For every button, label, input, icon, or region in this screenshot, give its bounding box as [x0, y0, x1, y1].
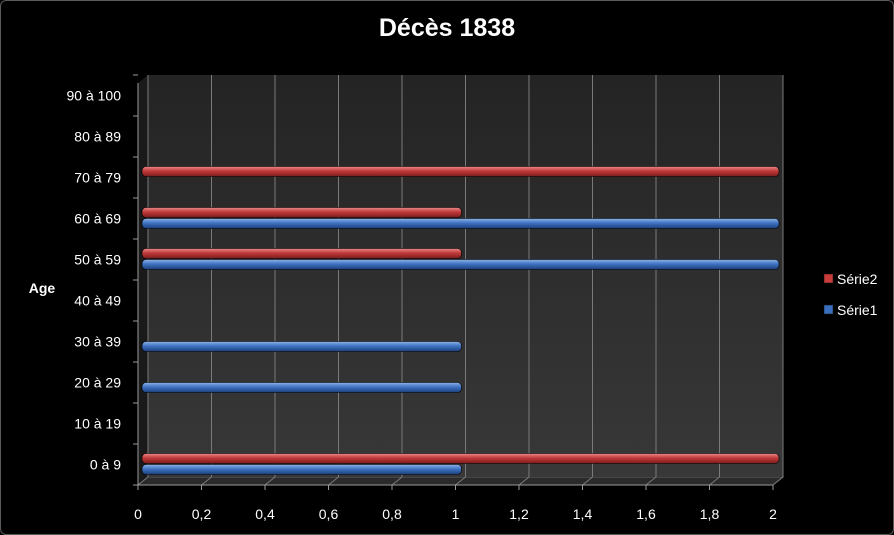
floor-gridline: [455, 476, 466, 486]
floor-gridline: [201, 476, 212, 486]
floor-gridline: [264, 476, 276, 486]
bar-srie1-3: [141, 341, 462, 352]
tick-labels: 0 0,2 0,4 0,6 0,8 1 1,2 1,4 1,6 1,8 2 0 à 9 10 à 19 2…: [67, 88, 778, 523]
legend-swatch: [823, 304, 834, 315]
y-category-label: 90 à 100: [67, 88, 122, 104]
y-category-label: 20 à 29: [74, 375, 121, 391]
x-tick-label: 0,2: [192, 506, 212, 522]
x-tick-label: 2: [769, 506, 777, 522]
x-tick-label: 1,2: [509, 506, 529, 522]
x-tick-label: 1: [452, 506, 460, 522]
gridlines: [137, 75, 784, 486]
chart-title: Décès 1838: [378, 14, 516, 42]
bars: [141, 166, 780, 475]
y-category-label: 70 à 79: [74, 170, 121, 186]
bar-srie2-5: [141, 248, 462, 259]
floor-gridline: [391, 476, 403, 486]
floor-gridline: [137, 476, 149, 486]
axes: [133, 74, 774, 490]
bar-srie2-7: [141, 166, 780, 177]
floor-gridline: [772, 476, 784, 486]
y-category-label: 60 à 69: [74, 211, 121, 227]
floor-gridline: [328, 476, 339, 486]
x-tick-label: 1,6: [636, 506, 656, 522]
floor-gridline: [582, 476, 593, 486]
x-tick-label: 0,4: [255, 506, 275, 522]
floor-gridline: [518, 476, 530, 486]
chart-wall: [138, 75, 783, 485]
x-tick-label: 1,8: [700, 506, 720, 522]
bar-srie1-5: [141, 259, 780, 270]
y-category-label: 50 à 59: [74, 252, 121, 268]
x-tick-label: 0: [134, 506, 142, 522]
legend-label: Série2: [837, 271, 878, 287]
y-axis-label: Age: [29, 280, 56, 296]
side-wall: [138, 75, 148, 485]
x-tick-label: 1,4: [573, 506, 593, 522]
bar-srie1-2: [141, 382, 462, 393]
y-category-label: 40 à 49: [74, 293, 121, 309]
legend-label: Série1: [837, 302, 878, 318]
y-category-label: 30 à 39: [74, 334, 121, 350]
x-tick-label: 0,8: [382, 506, 402, 522]
y-category-label: 0 à 9: [90, 457, 121, 473]
floor-gridline: [645, 476, 657, 486]
floor-gridline: [709, 476, 720, 486]
bar-srie1-6: [141, 218, 780, 229]
x-tick-label: 0,6: [319, 506, 339, 522]
legend-swatch: [823, 273, 834, 284]
legend: Série2 Série1: [823, 271, 878, 318]
bar-srie2-0: [141, 453, 780, 464]
bar-srie2-6: [141, 207, 462, 218]
y-category-label: 10 à 19: [74, 416, 121, 432]
y-category-label: 80 à 89: [74, 129, 121, 145]
bar-srie1-0: [141, 464, 462, 475]
